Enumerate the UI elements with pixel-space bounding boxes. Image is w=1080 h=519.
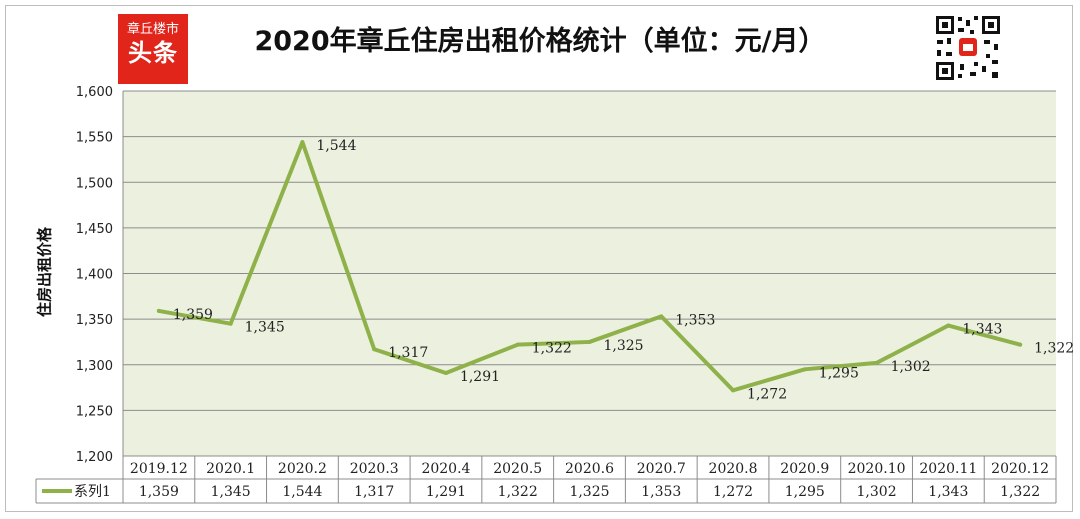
data-point <box>228 321 233 326</box>
logo-line1: 章丘楼市 <box>126 22 179 37</box>
x-tick-label: 2020.12 <box>991 461 1049 477</box>
table-cell-value: 1,317 <box>354 484 394 500</box>
x-tick-label: 2020.4 <box>421 461 470 477</box>
y-tick-label: 1,500 <box>76 176 113 191</box>
x-tick-label: 2020.6 <box>565 461 614 477</box>
y-tick-label: 1,200 <box>76 450 113 465</box>
data-label: 1,322 <box>532 341 572 357</box>
data-label: 1,325 <box>604 338 644 354</box>
y-tick-label: 1,300 <box>76 359 113 374</box>
data-label: 1,291 <box>460 369 500 385</box>
table-cell-value: 1,322 <box>498 484 538 500</box>
x-tick-label: 2020.1 <box>206 461 255 477</box>
y-tick-label: 1,550 <box>76 131 113 146</box>
data-point <box>372 347 377 352</box>
table-cell-value: 1,291 <box>426 484 466 500</box>
x-tick-label: 2020.5 <box>493 461 542 477</box>
table-cell-value: 1,302 <box>857 484 897 500</box>
x-tick-label: 2019.12 <box>130 461 188 477</box>
data-label: 1,322 <box>1034 341 1074 357</box>
data-point <box>156 308 161 313</box>
chart-title: 2020年章丘住房出租价格统计（单位：元/月） <box>254 26 826 57</box>
table-cell-value: 1,272 <box>713 484 753 500</box>
logo-line2: 头条 <box>128 39 178 67</box>
data-point <box>515 342 520 347</box>
table-cell-value: 1,544 <box>282 484 322 500</box>
x-tick-label: 2020.8 <box>709 461 758 477</box>
data-label: 1,272 <box>747 386 787 402</box>
table-cell-value: 1,325 <box>569 484 609 500</box>
data-point <box>731 388 736 393</box>
data-label: 1,345 <box>245 320 285 336</box>
y-tick-label: 1,450 <box>76 222 113 237</box>
y-tick-label: 1,250 <box>76 404 113 419</box>
table-cell-value: 1,353 <box>641 484 681 500</box>
data-point <box>946 323 951 328</box>
x-tick-label: 2020.7 <box>637 461 686 477</box>
x-tick-label: 2020.2 <box>278 461 327 477</box>
data-label: 1,343 <box>962 322 1002 338</box>
data-point <box>659 314 664 319</box>
data-point <box>443 370 448 375</box>
x-tick-label: 2020.3 <box>350 461 399 477</box>
y-tick-label: 1,350 <box>76 313 113 328</box>
y-tick-label: 1,400 <box>76 268 113 283</box>
table-cell-value: 1,345 <box>211 484 251 500</box>
data-point <box>802 367 807 372</box>
chart-frame <box>5 5 1073 512</box>
table-cell-value: 1,322 <box>1000 484 1040 500</box>
table-cell-value: 1,343 <box>928 484 968 500</box>
data-label: 1,295 <box>819 365 859 381</box>
data-label: 1,359 <box>173 307 213 323</box>
qr-code-icon <box>934 14 1002 82</box>
table-cell-value: 1,295 <box>785 484 825 500</box>
data-point <box>587 339 592 344</box>
data-point <box>874 360 879 365</box>
data-point <box>300 140 305 145</box>
x-tick-label: 2020.11 <box>919 461 977 477</box>
data-label: 1,353 <box>675 312 715 328</box>
data-point <box>1018 342 1023 347</box>
y-tick-label: 1,600 <box>76 85 113 100</box>
x-tick-label: 2020.10 <box>848 461 906 477</box>
data-label: 1,302 <box>891 359 931 375</box>
data-label: 1,317 <box>388 345 428 361</box>
brand-logo: 章丘楼市 头条 <box>118 14 188 84</box>
x-tick-label: 2020.9 <box>780 461 829 477</box>
legend-series-name: 系列1 <box>74 484 111 500</box>
table-cell-value: 1,359 <box>139 484 179 500</box>
data-label: 1,544 <box>316 138 356 154</box>
